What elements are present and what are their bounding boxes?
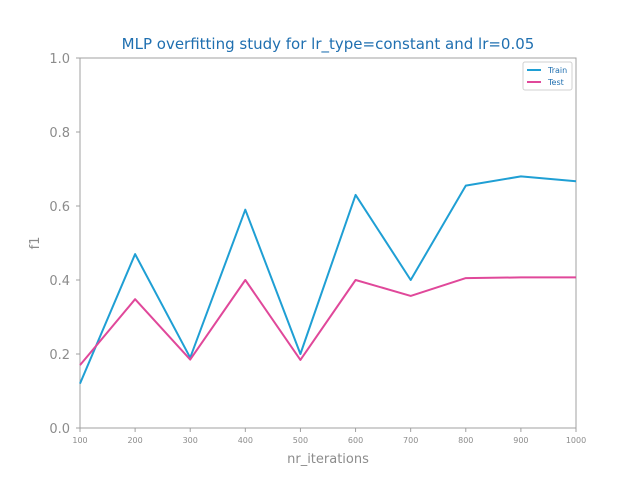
x-axis-label: nr_iterations bbox=[287, 452, 369, 467]
plot-area bbox=[79, 57, 577, 429]
y-axis: 0.0 0.2 0.4 0.6 0.8 1.0 bbox=[49, 52, 80, 437]
y-tick-label: 0.4 bbox=[49, 274, 70, 289]
y-tick-label: 0.0 bbox=[49, 422, 70, 437]
x-tick-label: 700 bbox=[403, 436, 418, 445]
y-tick-label: 0.6 bbox=[49, 200, 70, 215]
x-tick-label: 900 bbox=[513, 436, 528, 445]
series-group bbox=[79, 175, 577, 384]
chart-title: MLP overfitting study for lr_type=consta… bbox=[122, 35, 535, 54]
y-axis-label: f1 bbox=[28, 237, 43, 250]
x-tick-label: 100 bbox=[72, 436, 87, 445]
y-tick-label: 0.2 bbox=[49, 348, 70, 363]
x-tick-label: 800 bbox=[458, 436, 473, 445]
legend: Train Test bbox=[522, 61, 573, 91]
x-tick-label: 400 bbox=[238, 436, 253, 445]
x-tick-label: 500 bbox=[293, 436, 308, 445]
y-tick-label: 1.0 bbox=[49, 52, 70, 67]
series-line-test bbox=[79, 276, 576, 366]
series-line-train bbox=[79, 175, 577, 384]
x-tick-label: 200 bbox=[127, 436, 142, 445]
y-tick-label: 0.8 bbox=[49, 126, 70, 141]
x-axis: 100 200 300 400 500 600 700 800 900 1000 bbox=[72, 428, 586, 445]
x-tick-label: 1000 bbox=[566, 436, 586, 445]
x-tick-label: 300 bbox=[183, 436, 198, 445]
legend-label-train: Train bbox=[547, 66, 567, 75]
x-tick-label: 600 bbox=[348, 436, 363, 445]
legend-label-test: Test bbox=[547, 78, 564, 87]
